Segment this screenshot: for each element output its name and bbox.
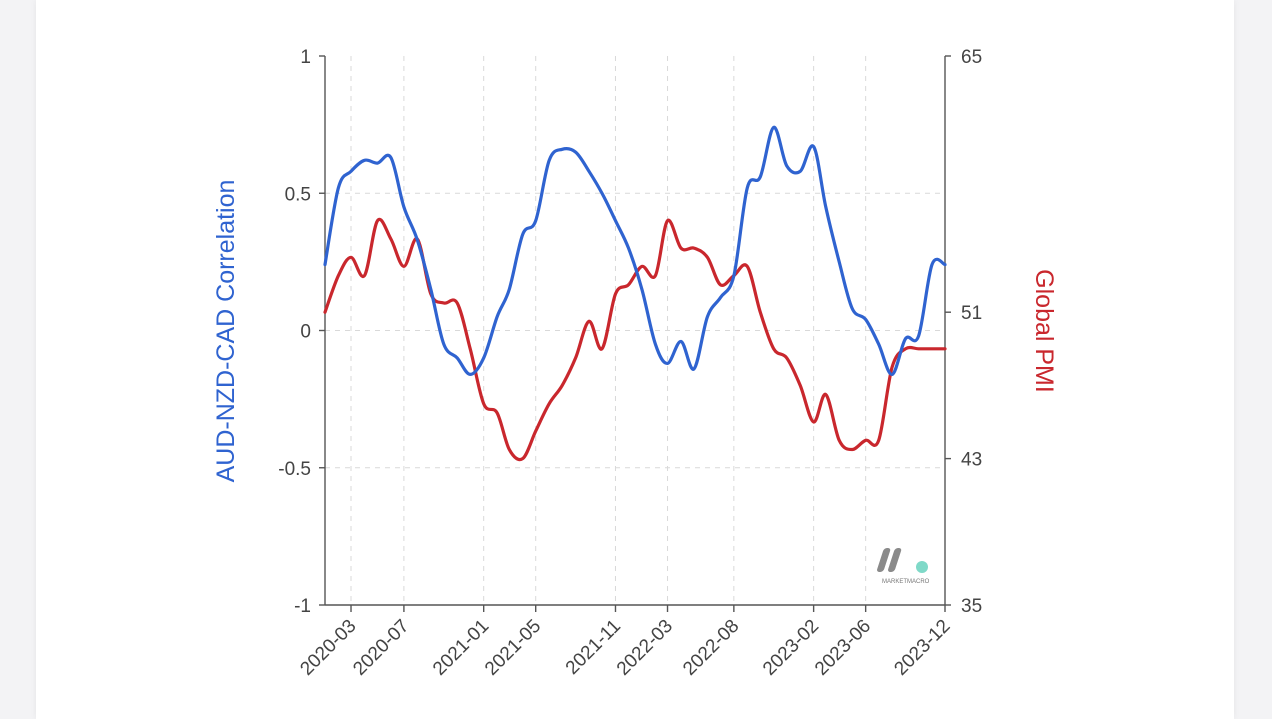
right-tick-label: 35 [961,596,982,617]
right-axis-title: Global PMI [1030,269,1058,393]
grid [325,56,945,605]
left-tick-label: 1 [300,47,311,68]
x-tick-label: 2023-12 [890,616,954,680]
left-tick-label: 0 [300,322,311,343]
x-tick-label: 2023-02 [759,616,823,680]
x-tick-label: 2022-03 [613,616,677,680]
series [323,125,947,462]
pmi-line [323,217,947,462]
logo-dot [916,561,928,573]
correlation-line [323,125,947,376]
x-tick-label: 2021-11 [562,616,625,679]
x-tick-label: 2021-01 [429,616,493,680]
right-tick-label: 65 [961,47,982,68]
left-tick-label: 0.5 [285,184,311,205]
x-tick-label: 2021-05 [481,616,545,680]
logo-bar-1 [877,548,891,572]
x-tick-label: 2020-07 [349,616,413,680]
left-tick-label: -0.5 [278,459,311,480]
x-tick-label: 2020-03 [296,616,360,680]
x-tick-label: 2022-08 [679,616,743,680]
chart-card [36,0,1234,719]
left-axis-ticks: 1 0.5 0 -0.5 -1 [278,47,325,617]
watermark-logo: MARKETMACRO [877,548,930,585]
logo-bar-2 [888,548,902,572]
right-tick-label: 51 [961,303,982,324]
x-tick-label: 2023-06 [811,616,875,680]
right-tick-label: 43 [961,450,982,471]
left-tick-label: -1 [294,596,311,617]
right-axis-ticks: 65 51 43 35 [945,47,982,617]
watermark-text: MARKETMACRO [882,579,930,585]
left-axis-title: AUD-NZD-CAD Correlation [212,180,240,483]
